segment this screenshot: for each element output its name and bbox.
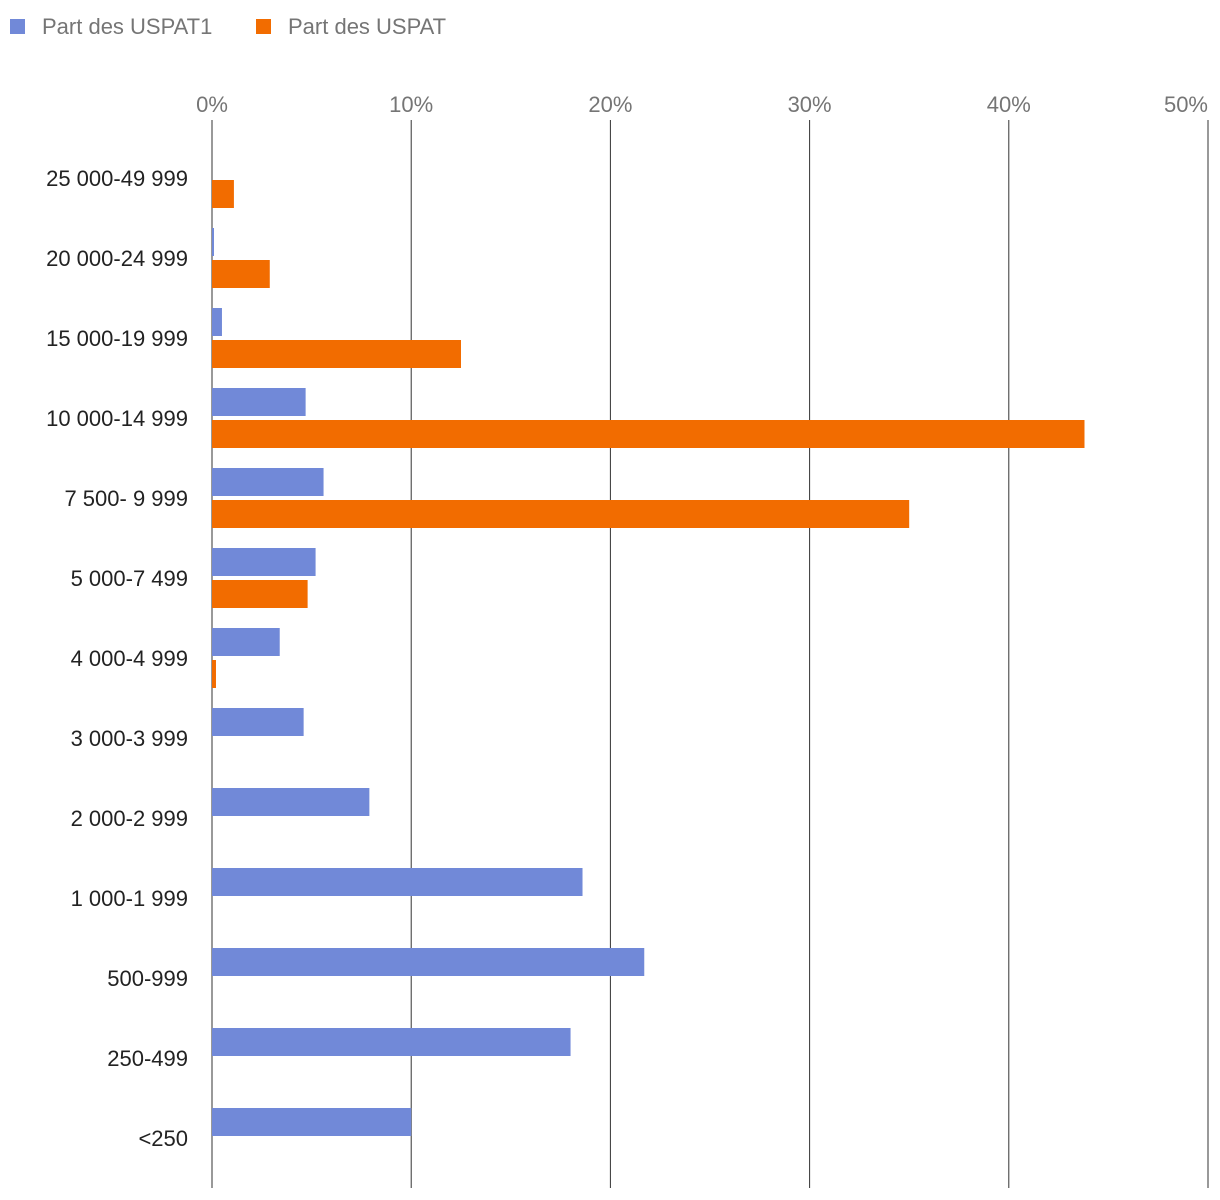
x-tick-label: 30%	[788, 92, 832, 117]
category-label: 1 000-1 999	[71, 886, 188, 911]
bar-series-1	[212, 948, 645, 976]
category-label: 250-499	[107, 1046, 188, 1071]
bar-series-2	[212, 180, 234, 208]
category-label: 15 000-19 999	[46, 326, 188, 351]
legend-swatch-1	[10, 19, 25, 34]
bar-series-1	[212, 308, 222, 336]
category-label: 2 000-2 999	[71, 806, 188, 831]
category-label: 10 000-14 999	[46, 406, 188, 431]
gridlines	[211, 120, 1209, 1188]
bar-series-2	[212, 340, 461, 368]
bar-series-1	[212, 228, 214, 256]
bar-series-1	[212, 788, 370, 816]
bar-series-2	[212, 580, 308, 608]
bar-series-1	[212, 1108, 412, 1136]
category-label: 20 000-24 999	[46, 246, 188, 271]
category-label: <250	[138, 1126, 188, 1151]
x-tick-label: 50%	[1164, 92, 1208, 117]
bar-series-1	[212, 388, 306, 416]
bars	[212, 180, 1085, 1136]
category-label: 25 000-49 999	[46, 166, 188, 191]
category-label: 500-999	[107, 966, 188, 991]
bar-series-1	[212, 868, 583, 896]
y-axis-categories: 25 000-49 999 20 000-24 999 15 000-19 999 1…	[46, 166, 188, 1151]
legend: Part des USPAT1 Part des USPAT	[10, 14, 446, 39]
bar-series-2	[212, 420, 1085, 448]
category-label: 3 000-3 999	[71, 726, 188, 751]
bar-series-2	[212, 660, 216, 688]
bar-series-1	[212, 468, 324, 496]
bar-series-2	[212, 500, 910, 528]
category-label: 4 000-4 999	[71, 646, 188, 671]
category-label: 7 500- 9 999	[64, 486, 188, 511]
bar-series-2	[212, 260, 270, 288]
x-tick-label: 0%	[196, 92, 228, 117]
legend-swatch-2	[256, 19, 271, 34]
bar-series-1	[212, 548, 316, 576]
bar-series-1	[212, 708, 304, 736]
x-axis-ticks: 0% 10% 20% 30% 40% 50%	[196, 92, 1208, 117]
bar-series-1	[212, 628, 280, 656]
legend-label-2: Part des USPAT	[288, 14, 446, 39]
x-tick-label: 10%	[389, 92, 433, 117]
legend-label-1: Part des USPAT1	[42, 14, 212, 39]
bar-series-1	[212, 1028, 571, 1056]
category-label: 5 000-7 499	[71, 566, 188, 591]
x-tick-label: 20%	[588, 92, 632, 117]
x-tick-label: 40%	[987, 92, 1031, 117]
